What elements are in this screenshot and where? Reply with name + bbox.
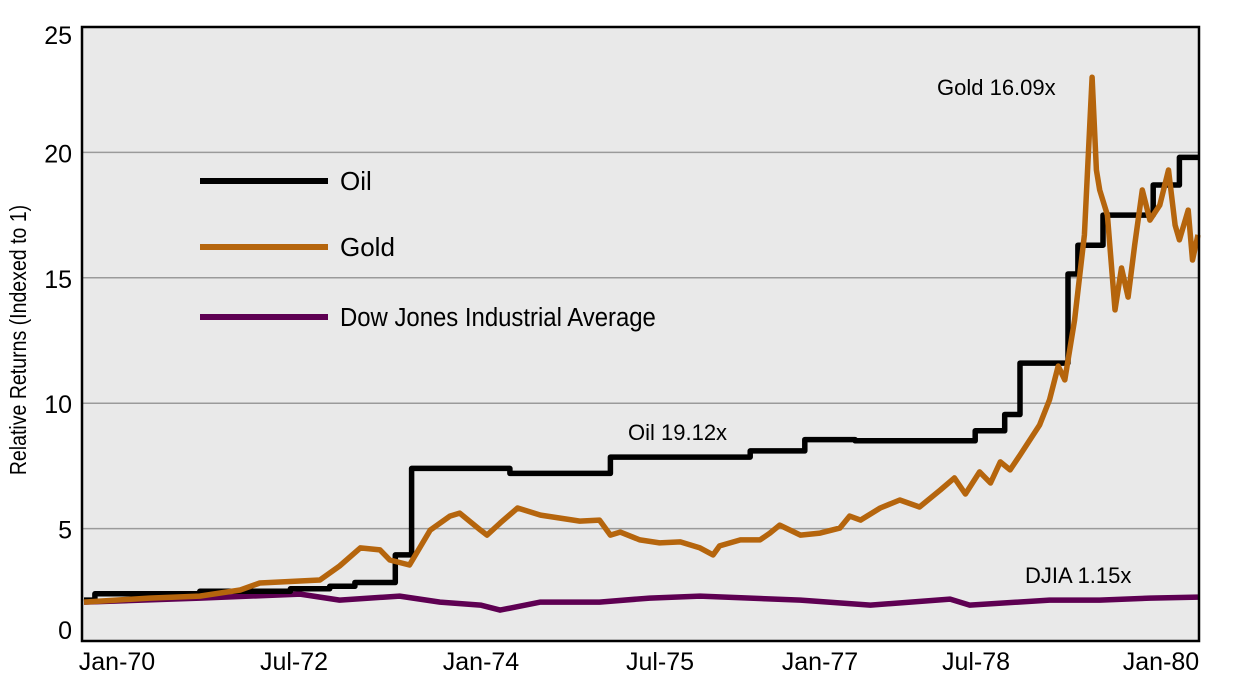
plot-background bbox=[82, 27, 1199, 641]
x-tick-label: Jan-70 bbox=[79, 648, 155, 676]
y-tick-label: 10 bbox=[44, 391, 72, 419]
annotation-gold: Gold 16.09x bbox=[937, 75, 1056, 100]
gridlines bbox=[82, 151, 1199, 530]
x-tick-label: Jan-80 bbox=[1123, 648, 1199, 676]
legend-label-oil: Oil bbox=[340, 166, 372, 196]
x-tick-label: Jan-74 bbox=[443, 648, 520, 676]
series-line-gold bbox=[83, 74, 1201, 605]
y-tick-label: 25 bbox=[44, 22, 72, 50]
annotation-oil: Oil 19.12x bbox=[628, 420, 727, 445]
x-tick-label: Jul-78 bbox=[942, 648, 1010, 676]
series-line-dow-jones-industrial-average bbox=[83, 591, 1199, 613]
x-tick-label: Jul-75 bbox=[626, 648, 694, 676]
annotation-djia: DJIA 1.15x bbox=[1025, 563, 1131, 588]
series-lines bbox=[83, 74, 1201, 613]
y-tick-label: 15 bbox=[44, 266, 72, 294]
y-tick-labels: 0 5 10 15 20 25 bbox=[44, 22, 72, 645]
y-axis-label: Relative Returns (Indexed to 1) bbox=[6, 205, 32, 475]
plot-frame bbox=[80, 25, 1201, 643]
x-tick-label: Jul-72 bbox=[260, 648, 328, 676]
legend-label-djia: Dow Jones Industrial Average bbox=[340, 303, 656, 332]
x-tick-labels: Jan-70 Jul-72 Jan-74 Jul-75 Jan-77 Jul-78 Jan-… bbox=[79, 648, 1199, 676]
y-tick-label: 20 bbox=[44, 140, 72, 168]
legend-label-gold: Gold bbox=[340, 232, 395, 262]
legend: Oil Gold Dow Jones Industrial Average bbox=[200, 166, 656, 332]
y-tick-label: 5 bbox=[58, 517, 72, 545]
y-tick-label: 0 bbox=[58, 617, 72, 645]
x-tick-label: Jan-77 bbox=[782, 648, 858, 676]
